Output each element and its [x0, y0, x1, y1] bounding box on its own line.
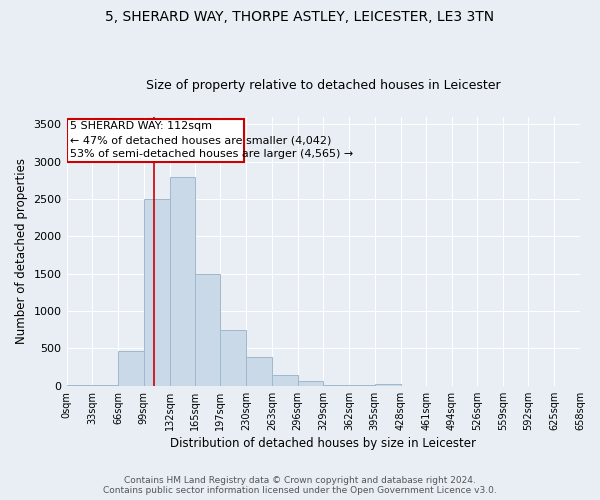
Bar: [144, 199, 170, 386]
Bar: [246, 356, 272, 386]
Bar: [220, 330, 246, 386]
Bar: [298, 380, 323, 386]
Text: 5 SHERARD WAY: 112sqm
← 47% of detached houses are smaller (4,042)
53% of semi-d: 5 SHERARD WAY: 112sqm ← 47% of detached …: [70, 122, 353, 160]
X-axis label: Distribution of detached houses by size in Leicester: Distribution of detached houses by size …: [170, 437, 476, 450]
Bar: [375, 384, 401, 386]
Bar: [170, 176, 195, 386]
Text: 5, SHERARD WAY, THORPE ASTLEY, LEICESTER, LE3 3TN: 5, SHERARD WAY, THORPE ASTLEY, LEICESTER…: [106, 10, 494, 24]
Bar: [118, 350, 144, 386]
Bar: [195, 274, 220, 386]
Title: Size of property relative to detached houses in Leicester: Size of property relative to detached ho…: [146, 79, 500, 92]
Text: Contains HM Land Registry data © Crown copyright and database right 2024.
Contai: Contains HM Land Registry data © Crown c…: [103, 476, 497, 495]
Bar: [92, 385, 118, 386]
Y-axis label: Number of detached properties: Number of detached properties: [15, 158, 28, 344]
Bar: [67, 119, 244, 162]
Bar: [272, 374, 298, 386]
